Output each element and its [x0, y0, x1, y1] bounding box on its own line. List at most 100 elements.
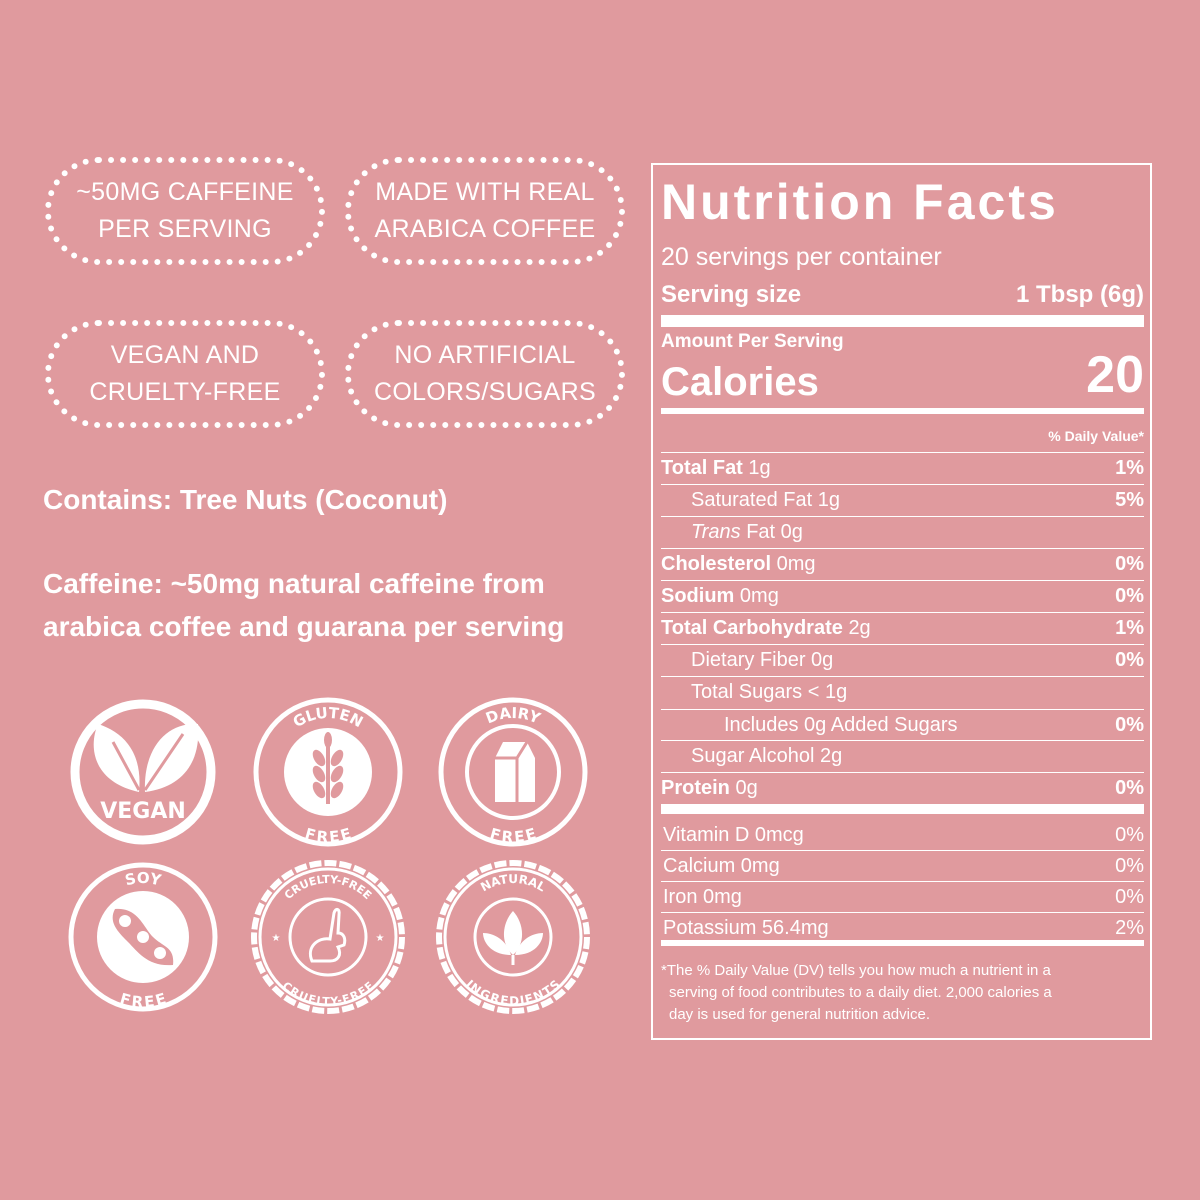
- nutrient-label: Cholesterol: [661, 553, 772, 575]
- icon-label: GLUTEN: [290, 704, 366, 731]
- serving-size-label: Serving size: [661, 281, 802, 308]
- footnote: *The % Daily Value (DV) tells you how mu…: [661, 960, 1144, 1026]
- nutrient-label: Protein: [661, 777, 730, 799]
- dv-header: % Daily Value*: [1048, 428, 1144, 444]
- nutrient-amount: 0g: [735, 777, 758, 799]
- nutrient-row: Includes 0g Added Sugars 0%: [661, 708, 1144, 740]
- nutrient-row: Dietary Fiber 0g 0%: [661, 644, 1144, 676]
- icon-label: GLUTEN: [290, 704, 366, 731]
- amount-per-serving: Amount Per Serving: [661, 331, 844, 352]
- nutrient-row: Protein 0g 0%: [661, 772, 1144, 804]
- badge-text: ~50MG CAFFEINE: [76, 178, 294, 206]
- vitamin-label: Potassium 56.4mg: [663, 916, 829, 939]
- nutrient-label: Includes 0g Added Sugars: [661, 708, 1116, 740]
- badge-text: VEGAN AND: [110, 341, 260, 369]
- vitamin-label: Calcium 0mg: [663, 854, 780, 877]
- nutrient-row: Saturated Fat 1g 5%: [661, 484, 1144, 516]
- nutrient-label: Total Fat: [661, 457, 743, 479]
- calories-row: Calories 20: [661, 345, 1144, 405]
- nutrient-dv: 1%: [1115, 457, 1144, 479]
- nutrient-row: Total Fat 1g 1%: [661, 452, 1144, 484]
- vitamin-dv: 0%: [1115, 885, 1144, 908]
- nutrient-dv: 0%: [1115, 585, 1144, 607]
- badge: ~50MG CAFFEINE PER SERVING: [45, 157, 325, 265]
- vitamin-label: Iron 0mg: [663, 885, 742, 908]
- vitamin-dv: 0%: [1115, 823, 1144, 846]
- nutrient-amount: 1g: [748, 457, 771, 479]
- calories-label: Calories: [661, 360, 819, 404]
- vitamin-row: Vitamin D 0mcg 0%: [661, 820, 1144, 851]
- vitamin-row: Potassium 56.4mg 2%: [661, 913, 1144, 943]
- dairy-free-icon: DAIRY FREE: [438, 697, 588, 847]
- icon-label: SOY: [123, 869, 163, 890]
- nutrient-row: Total Sugars < 1g: [661, 676, 1144, 708]
- nf-title: Nutrition Facts: [661, 174, 1059, 230]
- svg-text:NATURAL: NATURAL: [478, 872, 548, 894]
- icon-label: NATURAL: [478, 872, 548, 894]
- footnote-line: *The % Daily Value (DV) tells you how mu…: [661, 962, 1051, 979]
- natural-ingredients-icon: NATURAL INGREDIENTS: [436, 860, 590, 1014]
- badge-text: MADE WITH REAL: [375, 178, 595, 206]
- badge: NO ARTIFICIAL COLORS/SUGARS: [345, 320, 625, 428]
- nutrient-amount: 0mg: [739, 585, 779, 607]
- nutrient-label: Total Carbohydrate: [661, 617, 843, 639]
- nutrient-label: Saturated Fat 1g: [691, 489, 840, 511]
- vitamin-rows: Vitamin D 0mcg 0% Calcium 0mg 0% Iron 0mg 0…: [661, 820, 1144, 943]
- nutrient-label: Dietary Fiber 0g: [691, 649, 834, 671]
- nutrient-row: Sugar Alcohol 2g: [661, 740, 1144, 772]
- medium-rule: [661, 408, 1144, 414]
- soy-free-icon: SOY FREE: [68, 862, 218, 1012]
- svg-text:★: ★: [272, 933, 281, 944]
- nutrient-label: Total Sugars < 1g: [691, 681, 848, 703]
- nutrient-row: Trans Fat 0g: [661, 516, 1144, 548]
- nf-serving-size: Serving size 1 Tbsp (6g): [661, 281, 1144, 309]
- nutrient-dv: 0%: [1115, 649, 1144, 671]
- calories-value: 20: [1086, 346, 1144, 404]
- nutrient-row: Sodium 0mg 0%: [661, 580, 1144, 612]
- badge: VEGAN AND CRUELTY-FREE: [45, 320, 325, 428]
- badge-text: ARABICA COFFEE: [374, 215, 596, 243]
- nutrient-row: Cholesterol 0mg 0%: [661, 548, 1144, 580]
- vitamin-label: Vitamin D 0mcg: [663, 823, 804, 846]
- medium-rule: [661, 940, 1144, 946]
- nutrient-label: Sodium: [661, 585, 735, 607]
- nf-servings: 20 servings per container: [661, 243, 942, 271]
- nutrient-dv: 1%: [1115, 617, 1144, 639]
- icon-label: VEGAN: [100, 799, 186, 824]
- nutrient-dv: 5%: [1115, 489, 1144, 511]
- nutrient-dv: 0%: [1115, 553, 1144, 575]
- nutrient-row: Total Carbohydrate 2g 1%: [661, 612, 1144, 644]
- icons: VEGAN GLUTEN FREE DAIRY FREE SOY FREE: [68, 697, 590, 1014]
- nutrient-dv: 0%: [1115, 777, 1144, 799]
- allergens: Contains: Tree Nuts (Coconut): [43, 484, 448, 515]
- serving-size-value: 1 Tbsp (6g): [1015, 281, 1144, 308]
- svg-text:SOY: SOY: [123, 869, 163, 890]
- badge-text: COLORS/SUGARS: [373, 378, 596, 406]
- vitamin-row: Iron 0mg 0%: [661, 882, 1144, 913]
- badge-text: NO ARTIFICIAL: [394, 341, 576, 369]
- footnote-line: day is used for general nutrition advice…: [669, 1006, 930, 1023]
- vitamin-dv: 2%: [1115, 916, 1144, 939]
- vegan-icon: VEGAN: [70, 699, 216, 845]
- svg-text:★: ★: [376, 933, 385, 944]
- caffeine-line: Caffeine: ~50mg natural caffeine from: [43, 568, 545, 599]
- vitamin-dv: 0%: [1115, 854, 1144, 877]
- nutrient-prefix: Trans: [691, 521, 741, 543]
- thick-rule: [661, 804, 1144, 814]
- caffeine-note: Caffeine: ~50mg natural caffeine from ar…: [43, 562, 564, 648]
- nutrient-label: Fat 0g: [746, 521, 803, 543]
- nutrient-dv: 0%: [1115, 708, 1144, 740]
- badge: MADE WITH REAL ARABICA COFFEE: [345, 157, 625, 265]
- nutrition-facts: Nutrition Facts 20 servings per containe…: [651, 163, 1152, 1040]
- badge-text: CRUELTY-FREE: [89, 378, 281, 406]
- nutrient-amount: 2g: [848, 617, 871, 639]
- caffeine-line: arabica coffee and guarana per serving: [43, 611, 565, 642]
- vitamin-row: Calcium 0mg 0%: [661, 851, 1144, 882]
- badge-text: PER SERVING: [98, 215, 272, 243]
- gluten-free-icon: GLUTEN FREE: [253, 697, 403, 847]
- thick-rule: [661, 315, 1144, 327]
- cruelty-free-icon: CRUELTY-FREE CRUELTY-FREE ★ ★: [251, 860, 405, 1014]
- nutrient-label: Sugar Alcohol 2g: [691, 745, 843, 767]
- nutrient-rows: Total Fat 1g 1% Saturated Fat 1g 5% Trans …: [661, 452, 1144, 804]
